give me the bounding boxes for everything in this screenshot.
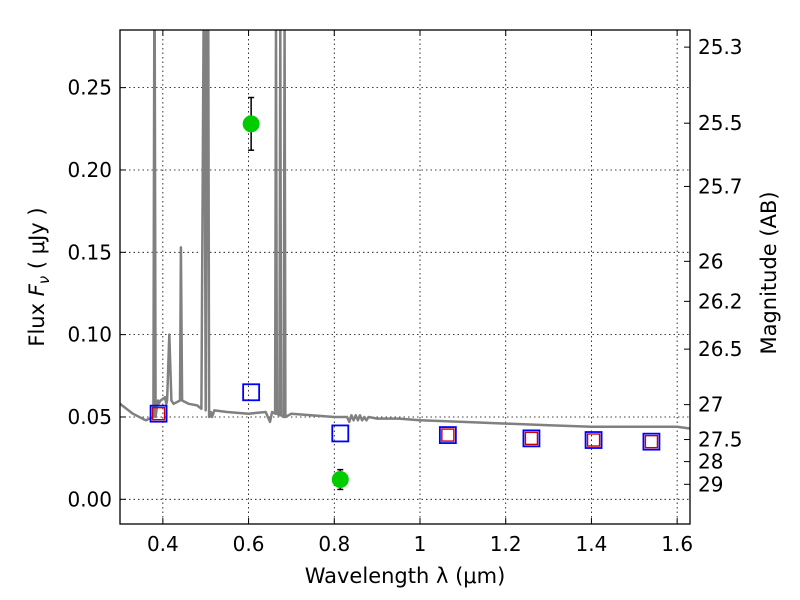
plot-frame (119, 29, 691, 525)
x-tick-label: 1.2 (490, 532, 522, 556)
observed-square-point (644, 434, 659, 449)
observed-square-point (524, 431, 539, 446)
detection-point (331, 471, 349, 489)
x-axis-label: Wavelength λ (μm) (305, 564, 506, 588)
y-tick-label: 0.15 (67, 240, 112, 264)
y2-tick-label: 27.5 (698, 428, 743, 452)
model-photometry-point (642, 432, 661, 451)
x-tick-label: 0.8 (318, 532, 350, 556)
x-tick-label: 1.6 (661, 532, 693, 556)
detection-point (242, 115, 260, 133)
y2-tick-label: 29 (698, 472, 723, 496)
y2-tick-label: 25.3 (698, 35, 743, 59)
y2-tick-label: 27 (698, 393, 723, 417)
y-axis-label-post: ( μJy ) (25, 207, 49, 275)
y-tick-label: 0.20 (67, 158, 112, 182)
y-tick-label: 0.00 (67, 487, 112, 511)
y2-tick-label: 25.5 (698, 111, 743, 135)
y-tick-label: 0.25 (67, 76, 112, 100)
model-photometry-point (438, 426, 457, 444)
y2-tick-label: 26 (698, 249, 723, 273)
series-layer (120, 30, 690, 491)
spectrum-line (120, 30, 690, 430)
observed-square-point (151, 406, 166, 421)
grid (120, 30, 690, 524)
model-photometry-point (584, 431, 603, 449)
y-tick-label: 0.10 (67, 323, 112, 347)
y-tick-label: 0.05 (67, 405, 112, 429)
x-tick-label: 1.4 (576, 532, 608, 556)
model-photometry-point (242, 383, 261, 402)
y2-tick-label: 26.2 (698, 289, 743, 313)
y2-tick-label: 28 (698, 450, 723, 474)
ticks: 0.4 0.6 0.8 1 1.2 1.4 1.6 0.00 0.05 0.10 0.15 0.20 0… (67, 30, 743, 556)
observed-square-point (586, 433, 601, 447)
x-tick-label: 0.6 (233, 532, 265, 556)
y-axis-label: Flux Fν ( μJy ) (25, 207, 53, 346)
y-axis-label-symbol: F (25, 283, 49, 296)
x-tick-label: 0.4 (147, 532, 179, 556)
model-photometry-point (149, 404, 168, 423)
y2-axis-label: Magnitude (AB) (757, 191, 781, 354)
y-axis-label-pre: Flux (25, 296, 49, 346)
y-axis-label-subscript: ν (35, 276, 53, 284)
y2-tick-label: 25.7 (698, 174, 743, 198)
y2-tick-label: 26.5 (698, 337, 743, 361)
model-photometry-point (331, 424, 350, 443)
observed-square-point (441, 428, 455, 442)
x-tick-label: 1 (414, 532, 427, 556)
model-photometry-point (522, 429, 541, 448)
